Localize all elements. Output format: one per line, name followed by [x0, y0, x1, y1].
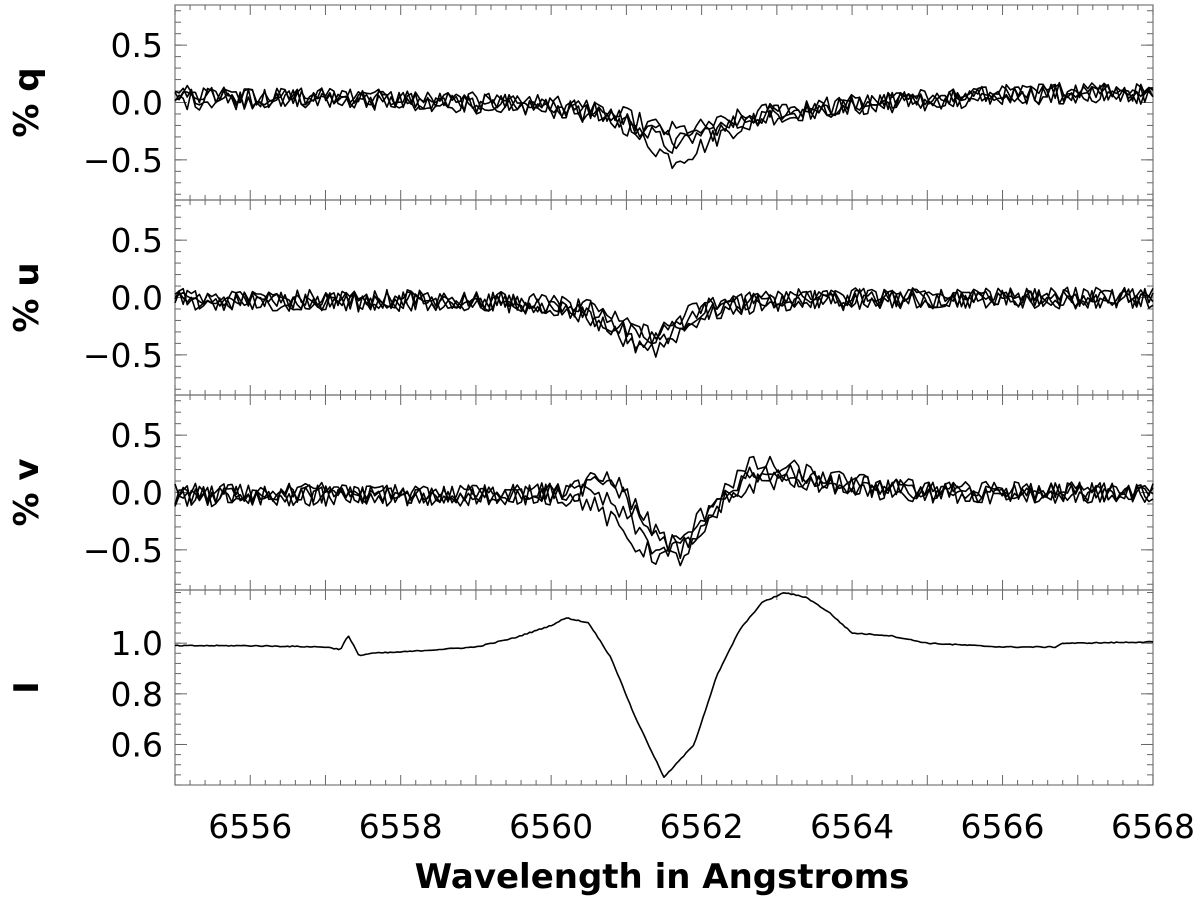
y-tick-label-v: −0.5 — [83, 531, 163, 570]
series-line-q-3 — [174, 83, 1154, 138]
y-tick-label-v: 0.0 — [111, 474, 163, 513]
y-tick-label-q: 0.0 — [111, 84, 163, 123]
x-tick-label: 6560 — [509, 807, 593, 846]
y-axis-title-I: I — [7, 681, 47, 694]
panel-u: −0.5 0.0 0.5 % u — [7, 199, 1154, 396]
y-tick-label-I: 1.0 — [111, 624, 163, 663]
x-tick-label: 6568 — [1111, 807, 1195, 846]
series-line-u-1 — [174, 287, 1154, 342]
y-tick-label-u: −0.5 — [83, 336, 163, 375]
series-line-u-2 — [174, 286, 1154, 358]
y-tick-label-I: 0.8 — [111, 675, 163, 714]
series-line-q-2 — [174, 81, 1154, 170]
series-line-u-3 — [174, 287, 1154, 354]
panel-I: 0.6 0.8 1.0 I — [7, 589, 1154, 786]
y-tick-label-u: 0.5 — [111, 221, 163, 260]
y-tick-label-u: 0.0 — [111, 279, 163, 318]
x-axis: 6556 6558 6560 6562 6564 6566 6568 — [208, 807, 1195, 846]
series-line-q-4 — [174, 82, 1154, 154]
series-line-v-4 — [174, 469, 1154, 560]
y-tick-label-I: 0.6 — [111, 725, 163, 764]
x-tick-label: 6556 — [208, 807, 292, 846]
series-line-v-3 — [174, 455, 1154, 551]
y-tick-label-v: 0.5 — [111, 416, 163, 455]
y-axis-title-u: % u — [7, 262, 47, 332]
x-tick-label: 6558 — [359, 807, 443, 846]
series-line-I-1 — [174, 592, 1154, 778]
series-line-v-1 — [174, 464, 1154, 553]
y-tick-label-q: −0.5 — [83, 141, 163, 180]
plot-panels: −0.5 0.0 0.5 % q −0.5 0.0 0.5 % u −0.5 0.0 0.5 % v 0… — [7, 4, 1154, 786]
series-line-q-1 — [174, 82, 1154, 150]
x-tick-label: 6566 — [961, 807, 1045, 846]
panel-q: −0.5 0.0 0.5 % q — [7, 4, 1154, 201]
x-tick-label: 6564 — [810, 807, 894, 846]
y-axis-title-v: % v — [7, 458, 47, 526]
y-axis-title-q: % q — [7, 67, 47, 137]
panel-v: −0.5 0.0 0.5 % v — [7, 394, 1154, 591]
series-line-u-4 — [174, 286, 1154, 345]
x-axis-title: Wavelength in Angstroms — [415, 857, 910, 897]
y-tick-label-q: 0.5 — [111, 26, 163, 65]
panel-frame-q — [174, 4, 1154, 201]
x-tick-label: 6562 — [660, 807, 744, 846]
panel-frame-I — [174, 589, 1154, 786]
